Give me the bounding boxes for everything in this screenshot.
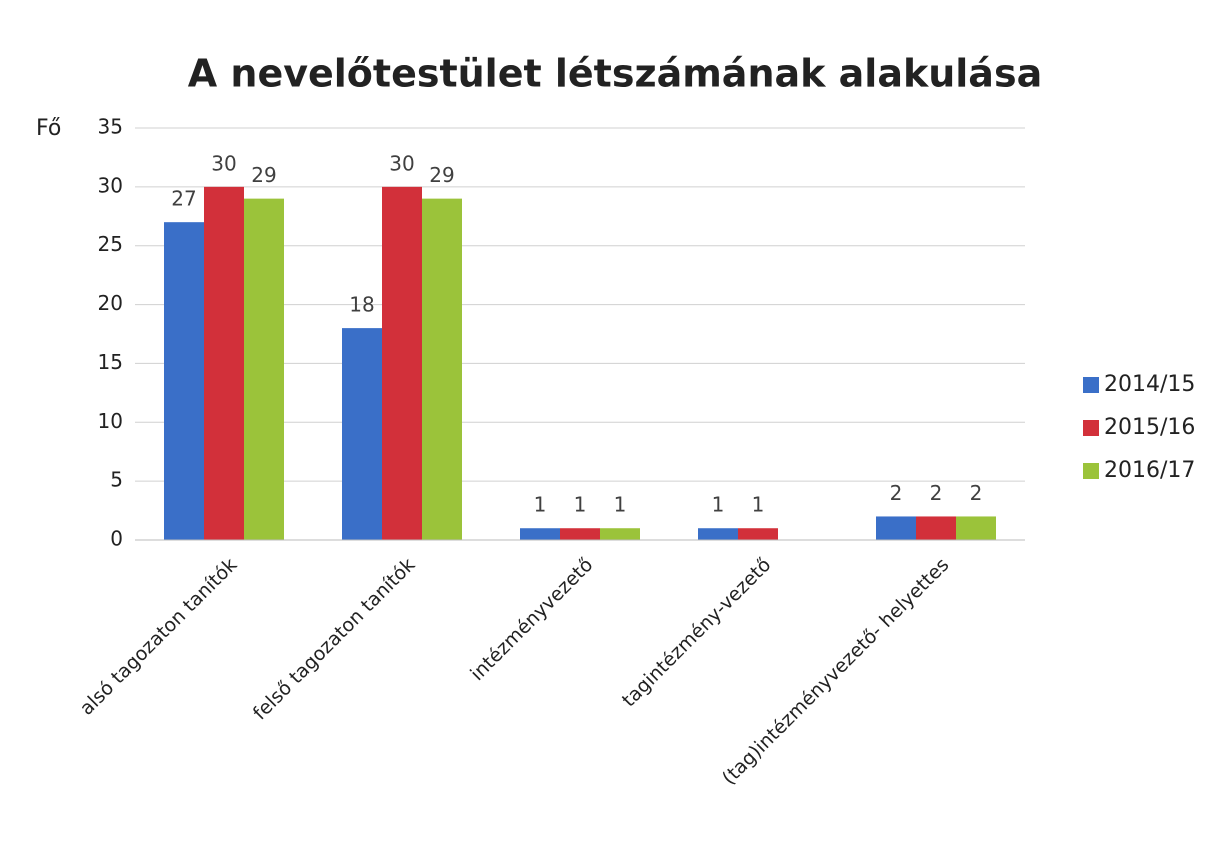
bar (600, 528, 640, 540)
y-tick-label: 15 (98, 350, 123, 374)
y-tick-label: 0 (110, 527, 123, 551)
y-tick-label: 5 (110, 468, 123, 492)
data-label: 2 (970, 481, 983, 505)
y-tick-label: 25 (98, 232, 123, 256)
bar (422, 198, 462, 540)
legend-swatch (1083, 463, 1099, 479)
data-label: 1 (574, 493, 587, 517)
data-label: 2 (890, 481, 903, 505)
bar (520, 528, 560, 540)
legend-swatch (1083, 377, 1099, 393)
legend-label: 2014/15 (1104, 372, 1195, 397)
bar (916, 516, 956, 540)
data-label: 1 (712, 493, 725, 517)
bar (956, 516, 996, 540)
bar (244, 198, 284, 540)
y-tick-label: 30 (98, 173, 123, 197)
legend-label: 2016/17 (1104, 458, 1195, 483)
bar (204, 186, 244, 540)
bar (876, 516, 916, 540)
bar (698, 528, 738, 540)
bar (342, 328, 382, 540)
data-label: 18 (349, 293, 374, 317)
data-label: 1 (534, 493, 547, 517)
data-label: 29 (251, 163, 276, 187)
data-label: 27 (171, 187, 196, 211)
data-label: 2 (930, 481, 943, 505)
y-tick-label: 10 (98, 409, 123, 433)
y-tick-label: 35 (98, 115, 123, 139)
data-label: 30 (389, 151, 414, 175)
bar (560, 528, 600, 540)
bar (382, 186, 422, 540)
bar (164, 222, 204, 540)
legend-label: 2015/16 (1104, 415, 1195, 440)
legend-swatch (1083, 420, 1099, 436)
data-label: 30 (211, 151, 236, 175)
data-label: 1 (752, 493, 765, 517)
bar (738, 528, 778, 540)
data-label: 1 (614, 493, 627, 517)
chart-title: A nevelőtestület létszámának alakulása (188, 52, 1042, 96)
data-label: 29 (429, 163, 454, 187)
y-tick-label: 20 (98, 291, 123, 315)
y-axis-label: Fő (36, 116, 61, 141)
